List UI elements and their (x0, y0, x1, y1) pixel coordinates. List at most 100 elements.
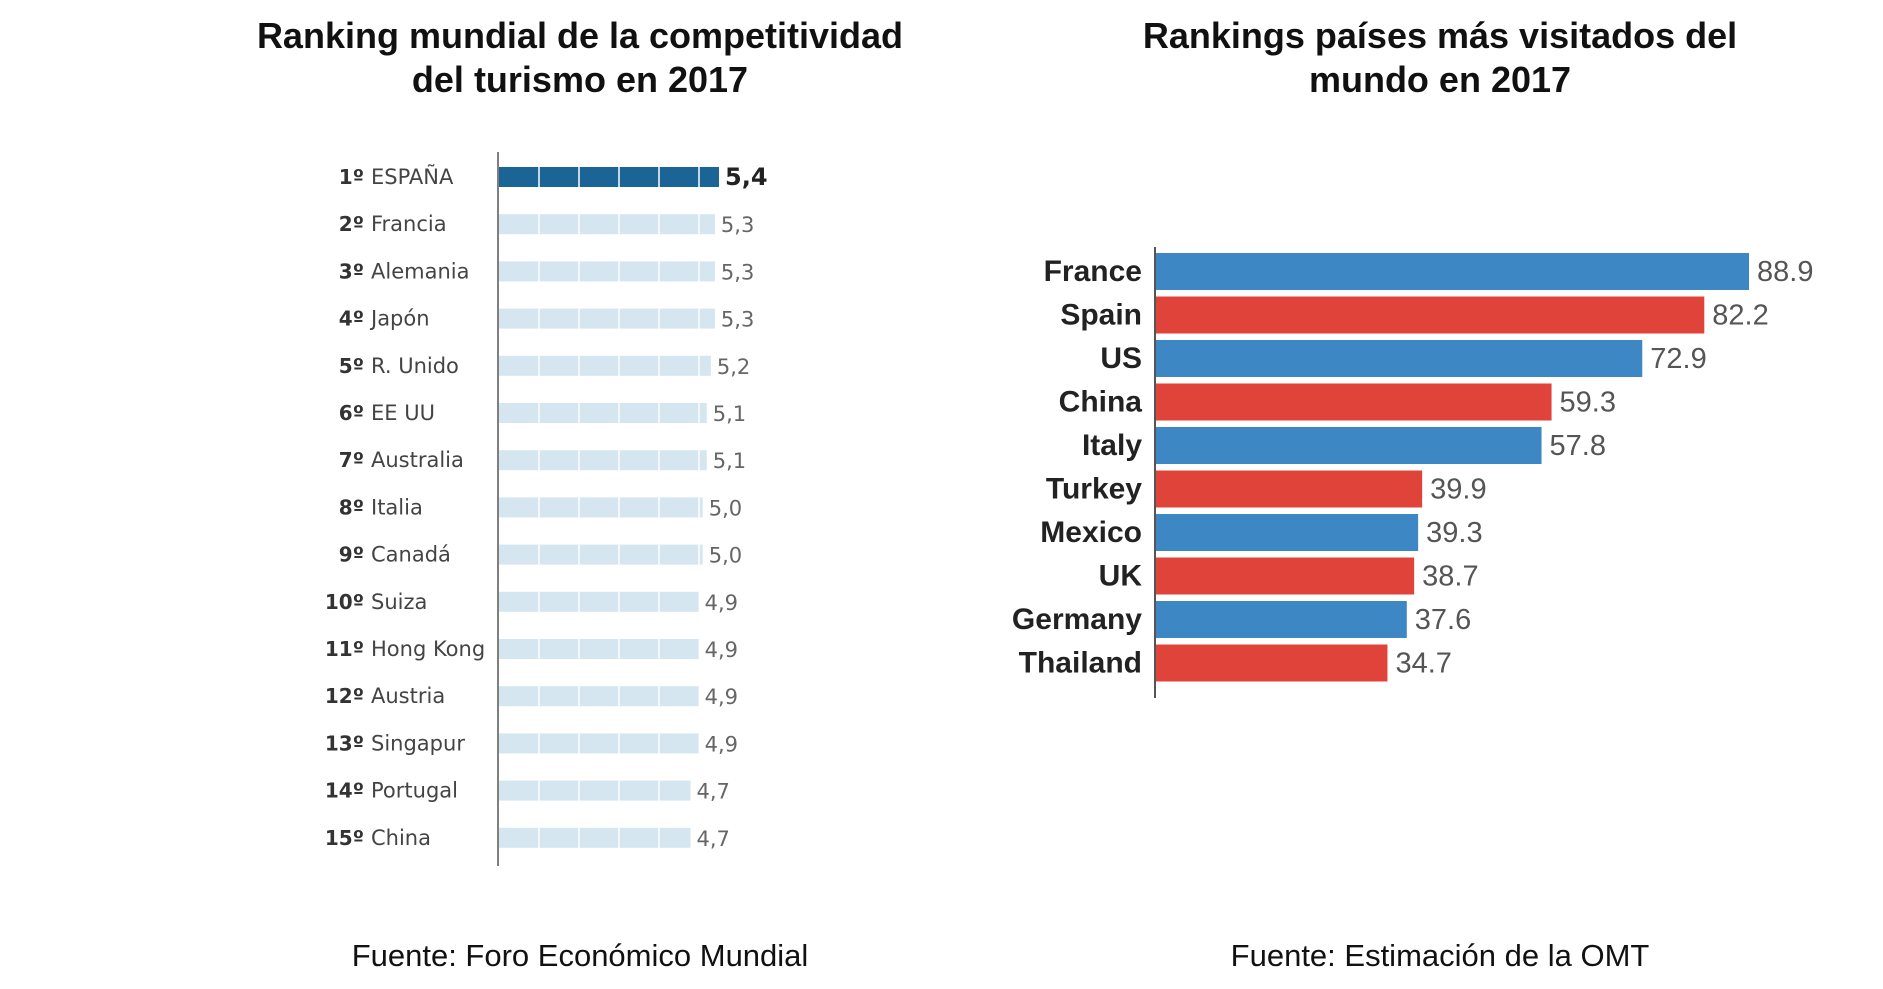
rank-country-label: ESPAÑA (371, 163, 454, 189)
rank-number: 2º (339, 212, 364, 236)
rank-country-label: Singapur (371, 731, 465, 755)
rank-bar (499, 733, 699, 754)
visited-bar (1156, 557, 1415, 595)
visited-country-label: China (1059, 386, 1143, 419)
rank-country-label: Francia (371, 212, 447, 236)
rank-bar (499, 355, 711, 376)
rank-number: 12º (325, 684, 364, 708)
rank-country-label: Japón (369, 307, 430, 331)
rank-number: 1º (339, 165, 364, 189)
left-source-note: Fuente: Foro Económico Mundial (351, 938, 809, 973)
rank-number: 7º (339, 448, 364, 472)
rank-bar (499, 591, 699, 612)
visited-bar (1156, 296, 1705, 334)
rank-value-label: 4,9 (705, 685, 738, 709)
visited-value-label: 72.9 (1650, 343, 1706, 375)
rank-value-label: 5,0 (709, 496, 742, 520)
visited-bar (1156, 644, 1388, 682)
rank-country-label: Suiza (371, 590, 427, 614)
rank-number: 9º (339, 543, 364, 567)
right-title-line-1: Rankings países más visitados del (1142, 15, 1738, 56)
rank-number: 13º (325, 731, 364, 755)
rank-country-label: Alemania (371, 259, 469, 283)
visited-country-label: Thailand (1019, 647, 1142, 680)
rank-number: 8º (339, 495, 364, 519)
left-title-line-2: del turismo en 2017 (411, 59, 749, 100)
rank-number: 14º (325, 779, 364, 803)
rank-country-label: Australia (371, 448, 464, 472)
rank-bar (499, 827, 691, 848)
rank-value-label: 4,9 (705, 732, 738, 756)
visited-bar (1156, 470, 1423, 508)
visited-bar (1156, 383, 1552, 421)
visited-country-label: Mexico (1040, 516, 1142, 549)
rank-bar (499, 450, 707, 471)
rank-bar (499, 544, 703, 565)
visited-value-label: 57.8 (1550, 430, 1606, 462)
right-source-note: Fuente: Estimación de la OMT (1230, 938, 1650, 973)
visited-country-label: UK (1099, 560, 1143, 593)
visited-bar (1156, 601, 1407, 638)
rank-bar (499, 167, 719, 187)
visited-country-label: US (1100, 342, 1142, 375)
visited-country-label: Germany (1012, 603, 1142, 636)
rank-country-label: China (371, 826, 431, 850)
rank-bar (499, 308, 715, 329)
rank-bar (499, 261, 715, 282)
visited-country-label: Italy (1082, 429, 1142, 462)
rank-value-label: 5,1 (713, 449, 746, 473)
rank-country-label: Canadá (371, 543, 451, 567)
rank-number: 5º (339, 354, 364, 378)
rank-value-label: 5,2 (717, 355, 750, 379)
rank-value-label: 4,7 (696, 827, 729, 851)
rank-country-label: Austria (371, 684, 445, 708)
rank-bar (499, 639, 699, 659)
rank-bar (499, 780, 691, 801)
right-title-line-2: mundo en 2017 (1308, 59, 1572, 100)
visited-bar (1156, 253, 1749, 290)
rank-number: 3º (339, 259, 364, 283)
visited-value-label: 59.3 (1560, 387, 1616, 419)
rank-bar (499, 214, 715, 235)
right-chart-title: Rankings países más visitados del mundo … (1080, 14, 1800, 102)
visited-value-label: 88.9 (1757, 256, 1813, 288)
visited-country-label: France (1044, 255, 1142, 288)
visited-value-label: 37.6 (1415, 604, 1471, 636)
rank-bar (499, 497, 703, 518)
most-visited-chart: France 88.9 Spain 82.2 US 72.9 China 59.3 Italy 5… (1012, 247, 1813, 698)
visited-country-label: Spain (1060, 299, 1142, 332)
visited-bar (1156, 514, 1419, 551)
visited-value-label: 39.3 (1426, 517, 1482, 549)
rank-value-label: 5,3 (721, 260, 754, 284)
visited-value-label: 34.7 (1395, 648, 1451, 680)
rank-value-label: 4,7 (696, 780, 729, 804)
visited-bar (1156, 340, 1643, 377)
rank-country-label: Portugal (371, 779, 458, 803)
rank-country-label: Hong Kong (371, 637, 485, 661)
rank-number: 6º (339, 401, 364, 425)
rank-value-label: 5,0 (709, 544, 742, 568)
rank-value-label: 4,9 (705, 591, 738, 615)
rank-country-label: Italia (371, 495, 423, 519)
rank-number: 4º (339, 307, 364, 331)
visited-value-label: 82.2 (1712, 300, 1768, 332)
visited-value-label: 38.7 (1422, 561, 1478, 593)
rank-value-label: 5,1 (713, 402, 746, 426)
visited-country-label: Turkey (1046, 473, 1142, 506)
rank-bar (499, 403, 707, 423)
rank-value-label: 5,3 (721, 308, 754, 332)
rank-value-label: 5,3 (721, 213, 754, 237)
rank-value-label: 4,9 (705, 638, 738, 662)
rank-number: 11º (325, 637, 364, 661)
rank-country-label: EE UU (371, 401, 435, 425)
visited-bar (1156, 427, 1542, 464)
left-chart-title: Ranking mundial de la competitividad del… (230, 14, 930, 102)
rank-country-label: R. Unido (371, 354, 459, 378)
rank-number: 10º (325, 590, 364, 614)
visited-value-label: 39.9 (1430, 474, 1486, 506)
left-title-line-1: Ranking mundial de la competitividad (256, 15, 904, 56)
rank-bar (499, 686, 699, 707)
competitiveness-ranking-chart: 1º ESPAÑA 5,4 2º Francia 5,3 3º Alemania 5,3 4º Ja… (325, 152, 768, 866)
rank-number: 15º (325, 826, 364, 850)
rank-value-label: 5,4 (725, 163, 768, 191)
